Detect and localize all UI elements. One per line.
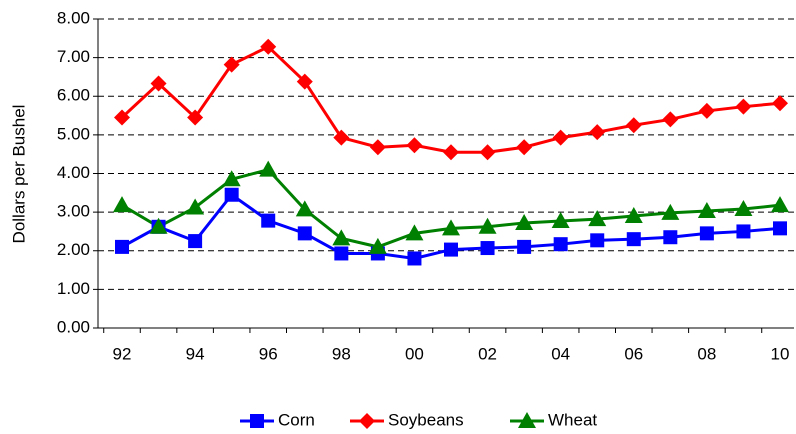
point (624, 206, 643, 223)
point (478, 217, 497, 234)
point (551, 212, 570, 229)
y-tick-label: 1.00 (57, 279, 90, 298)
point (114, 109, 130, 126)
y-tick-label: 6.00 (57, 86, 90, 105)
point (332, 229, 351, 246)
point (224, 187, 239, 202)
x-tick-label: 00 (405, 344, 424, 363)
x-tick-label: 04 (551, 344, 570, 363)
point (663, 230, 678, 245)
point (186, 198, 205, 215)
point (517, 239, 532, 254)
y-tick-label: 7.00 (57, 47, 90, 66)
point (296, 73, 313, 90)
y-tick-label: 3.00 (57, 202, 90, 221)
point (297, 226, 312, 241)
point (697, 201, 716, 218)
point (553, 237, 568, 252)
x-tick-label: 06 (624, 344, 643, 363)
point (442, 219, 460, 236)
x-tick-label: 96 (259, 344, 278, 363)
point (515, 213, 534, 230)
point (625, 117, 642, 134)
point (734, 200, 753, 217)
point (661, 203, 680, 220)
y-tick-label: 4.00 (57, 163, 90, 182)
point (406, 137, 423, 154)
x-tick-label: 94 (186, 344, 205, 363)
y-tick-label: 0.00 (57, 317, 90, 336)
point (407, 251, 422, 266)
legend-marker (518, 412, 536, 428)
point (771, 196, 789, 213)
point (149, 217, 168, 234)
point (626, 232, 641, 247)
point (368, 237, 387, 254)
x-tick-label: 98 (332, 344, 351, 363)
point (480, 241, 495, 256)
x-tick-label: 08 (697, 344, 716, 363)
point (552, 129, 569, 146)
point (261, 213, 276, 228)
legend-marker (250, 414, 264, 428)
y-axis-label: Dollars per Bushel (9, 105, 28, 244)
point (405, 224, 424, 241)
point (736, 224, 751, 239)
point (334, 246, 349, 261)
point (150, 75, 167, 92)
y-tick-label: 8.00 (57, 8, 90, 27)
point (773, 221, 787, 236)
point (698, 102, 715, 119)
point (699, 226, 714, 241)
y-tick-label: 2.00 (57, 240, 90, 259)
point (443, 144, 459, 161)
point (260, 38, 277, 55)
point (259, 160, 278, 177)
point (115, 239, 129, 254)
point (187, 109, 204, 126)
point (662, 111, 679, 128)
point (516, 139, 533, 156)
point (333, 129, 350, 146)
point (444, 242, 458, 257)
legend-label: Wheat (548, 410, 597, 429)
x-tick-label: 10 (771, 344, 790, 363)
point (369, 139, 386, 156)
point (735, 98, 752, 115)
point (295, 200, 314, 217)
point (590, 233, 605, 248)
series-line (120, 45, 781, 154)
point (772, 95, 788, 112)
x-tick-label: 92 (113, 344, 132, 363)
x-tick-label: 02 (478, 344, 497, 363)
legend-marker (359, 413, 375, 429)
point (479, 144, 496, 161)
point (223, 56, 240, 73)
point (589, 124, 606, 141)
point (188, 234, 203, 249)
y-tick-label: 5.00 (57, 124, 90, 143)
point (113, 196, 131, 213)
legend-label: Corn (278, 410, 315, 429)
legend-label: Soybeans (388, 410, 464, 429)
point (588, 210, 607, 227)
point (222, 170, 241, 187)
